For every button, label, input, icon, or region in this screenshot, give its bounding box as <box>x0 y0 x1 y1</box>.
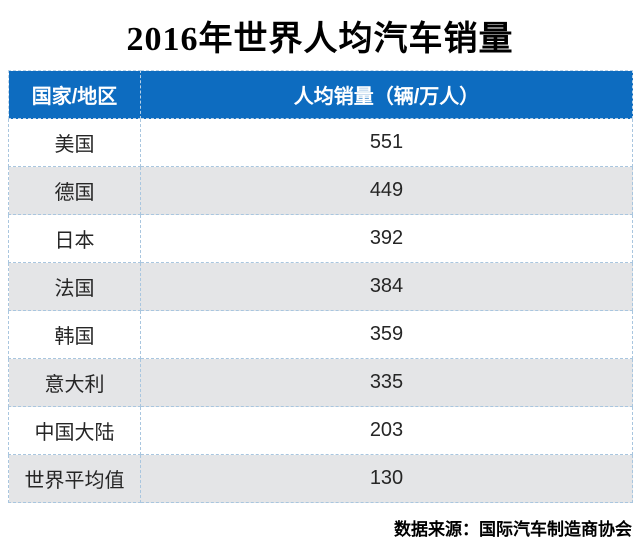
data-source-note: 数据来源：国际汽车制造商协会 <box>394 520 632 539</box>
value-cell: 335 <box>140 358 633 407</box>
value-cell: 203 <box>140 406 633 455</box>
table-row: 德国 449 <box>8 166 633 215</box>
table-row: 日本 392 <box>8 214 633 263</box>
country-cell: 中国大陆 <box>8 406 141 455</box>
value-cell: 449 <box>140 166 633 215</box>
page-title: 2016年世界人均汽车销量 <box>126 20 514 58</box>
table-row: 意大利 335 <box>8 358 633 407</box>
value-cell: 359 <box>140 310 633 359</box>
value-cell: 384 <box>140 262 633 311</box>
country-cell: 日本 <box>8 214 141 263</box>
column-header-value: 人均销量（辆/万人） <box>140 70 633 119</box>
value-cell: 551 <box>140 118 633 167</box>
value-cell: 130 <box>140 454 633 503</box>
table-header-row: 国家/地区 人均销量（辆/万人） <box>8 70 633 119</box>
table-row: 中国大陆 203 <box>8 406 633 455</box>
table-row: 法国 384 <box>8 262 633 311</box>
column-header-country: 国家/地区 <box>8 70 141 119</box>
country-cell: 法国 <box>8 262 141 311</box>
table-row: 美国 551 <box>8 118 633 167</box>
country-cell: 美国 <box>8 118 141 167</box>
sales-table: 国家/地区 人均销量（辆/万人） 美国 551 德国 449 日本 392 法国… <box>8 70 633 503</box>
value-cell: 392 <box>140 214 633 263</box>
country-cell: 世界平均值 <box>8 454 141 503</box>
table-row: 世界平均值 130 <box>8 454 633 503</box>
table-row: 韩国 359 <box>8 310 633 359</box>
country-cell: 韩国 <box>8 310 141 359</box>
country-cell: 意大利 <box>8 358 141 407</box>
country-cell: 德国 <box>8 166 141 215</box>
